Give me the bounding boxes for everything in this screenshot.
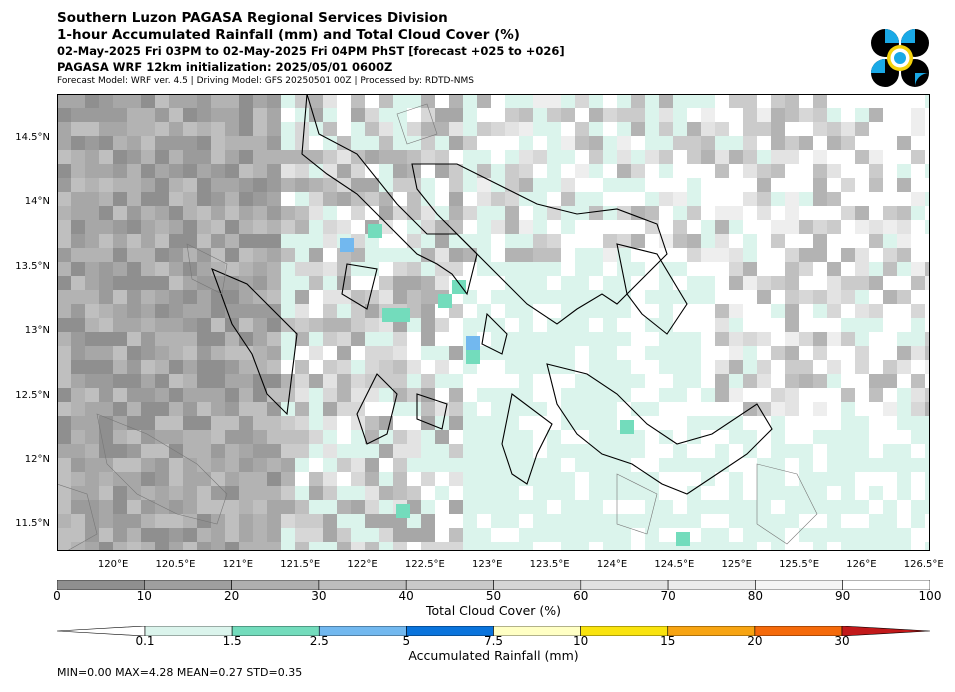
rainfall-tick-label: 20 <box>747 634 763 648</box>
cloud-cover-tick-label: 50 <box>485 589 502 603</box>
longitude-tick-label: 124.5°E <box>654 559 695 570</box>
rainfall-high-extension <box>841 626 930 636</box>
latitude-tick-label: 13°N <box>24 325 50 337</box>
statistics: MIN=0.00 MAX=4.28 MEAN=0.27 STD=0.35 <box>57 666 303 679</box>
cloud-cover-swatch <box>842 580 930 590</box>
latitude-tick-label: 11.5°N <box>15 518 50 530</box>
longitude-tick-label: 125.5°E <box>779 559 820 570</box>
valid-time: 02-May-2025 Fri 03PM to 02-May-2025 Fri … <box>57 44 565 58</box>
longitude-tick-label: 123.5°E <box>529 559 570 570</box>
cloud-cover-title: Total Cloud Cover (%) <box>425 603 562 618</box>
rainfall-tick-label: 5 <box>402 634 411 648</box>
cloud-cover-tick-label: 90 <box>835 589 851 603</box>
rainfall-tick-label: 15 <box>660 634 676 648</box>
title-line-1: Southern Luzon PAGASA Regional Services … <box>57 10 448 26</box>
latitude-tick-label: 14.5°N <box>15 132 50 144</box>
model-init: PAGASA WRF 12km initialization: 2025/05/… <box>57 60 393 74</box>
rainfall-tick-label: 7.5 <box>483 634 504 648</box>
latitude-tick-label: 12°N <box>24 453 50 465</box>
cloud-cover-tick-label: 0 <box>53 589 61 603</box>
longitude-tick-label: 125°E <box>721 559 752 570</box>
rainfall-tick-label: 30 <box>834 634 850 648</box>
weather-map <box>57 94 930 551</box>
cloud-cover-tick-label: 60 <box>573 589 589 603</box>
latitude-tick-label: 12.5°N <box>15 389 50 401</box>
longitude-tick-label: 120.5°E <box>155 559 196 570</box>
longitude-tick-label: 121°E <box>222 559 254 570</box>
cloud-cover-colorbar <box>57 580 930 590</box>
rainfall-tick-label: 1.5 <box>222 634 242 648</box>
longitude-tick-label: 126.5°E <box>903 559 944 570</box>
latitude-tick-label: 14°N <box>24 196 50 208</box>
rainfall-title: Accumulated Rainfall (mm) <box>408 648 579 663</box>
rainfall-colorbar <box>57 626 930 636</box>
cloud-cover-tick-label: 70 <box>660 589 676 603</box>
longitude-tick-label: 121.5°E <box>280 559 321 570</box>
rainfall-tick-label: 10 <box>572 634 589 648</box>
rainfall-tick-label: 2.5 <box>309 634 329 648</box>
pagasa-logo-icon <box>871 29 929 87</box>
cloud-cover-tick-label: 30 <box>311 589 327 603</box>
longitude-tick-label: 126°E <box>846 559 877 570</box>
model-info: Forecast Model: WRF ver. 4.5 | Driving M… <box>57 76 474 86</box>
cloud-cover-tick-label: 100 <box>918 589 942 603</box>
longitude-tick-label: 122°E <box>347 559 378 570</box>
longitude-tick-label: 124°E <box>596 559 628 570</box>
cloud-cover-tick-label: 10 <box>136 589 152 603</box>
longitude-tick-label: 120°E <box>97 559 129 570</box>
latitude-tick-label: 13.5°N <box>15 260 50 272</box>
title-line-2: 1-hour Accumulated Rainfall (mm) and Tot… <box>57 27 520 43</box>
cloud-cover-tick-label: 80 <box>747 589 764 603</box>
longitude-tick-label: 122.5°E <box>404 559 445 570</box>
longitude-tick-label: 123°E <box>472 559 503 570</box>
cloud-cover-tick-label: 40 <box>398 589 414 603</box>
cloud-cover-tick-label: 20 <box>223 589 240 603</box>
rainfall-tick-label: 0.1 <box>135 634 155 648</box>
